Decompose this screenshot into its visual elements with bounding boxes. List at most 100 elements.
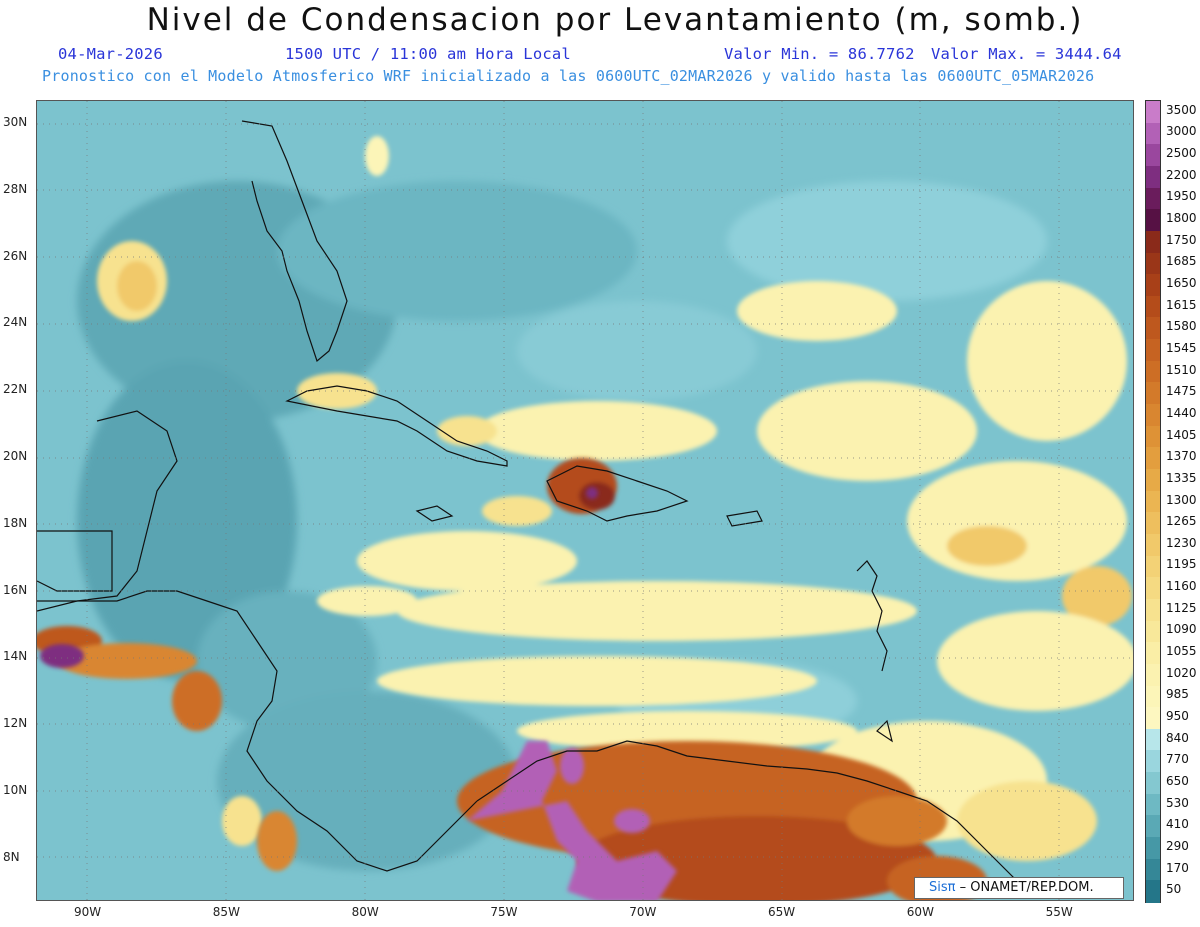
color-bar-segment <box>1146 469 1160 492</box>
lat-label: 20N <box>3 449 28 463</box>
color-bar-label: 410 <box>1166 817 1189 832</box>
lon-label: 85W <box>212 905 240 919</box>
lat-label: 22N <box>3 382 28 397</box>
color-bar-label: 1440 <box>1166 405 1197 420</box>
color-bar-segment <box>1146 360 1160 384</box>
lon-label: 75W <box>490 905 518 919</box>
color-bar-label: 1125 <box>1166 600 1197 615</box>
purple-areas <box>40 487 677 900</box>
color-bar-segment <box>1146 598 1160 622</box>
color-bar-segment <box>1146 144 1160 167</box>
lat-label: 8N <box>3 849 20 864</box>
color-bar-label: 530 <box>1166 795 1189 810</box>
color-bar-segment <box>1146 880 1160 903</box>
credit-text: – ONAMET/REP.DOM. <box>959 880 1094 895</box>
color-bar-label: 1685 <box>1166 254 1197 269</box>
lon-label: 80W <box>351 905 379 919</box>
color-bar-segment <box>1146 339 1160 362</box>
color-bar-label: 1055 <box>1166 644 1197 659</box>
color-bar-segment <box>1146 122 1160 145</box>
coastlines <box>37 120 1018 882</box>
color-bar-label: 1950 <box>1166 189 1197 204</box>
color-bar-segment <box>1146 793 1160 816</box>
color-bar-label: 1300 <box>1166 492 1197 507</box>
puerto-rico-coast <box>726 510 763 527</box>
lon-label: 60W <box>906 905 934 919</box>
color-bar-segment <box>1146 209 1160 232</box>
color-bar-segment <box>1146 295 1160 319</box>
color-bar-label: 1580 <box>1166 319 1197 334</box>
lon-label: 65W <box>768 905 796 919</box>
lat-label: 14N <box>3 649 28 664</box>
lat-label: 30N <box>3 115 28 129</box>
color-bar-label: 985 <box>1166 687 1189 702</box>
color-bar-label: 1545 <box>1166 340 1197 355</box>
color-bar-segment <box>1146 555 1160 578</box>
color-bar-segment <box>1146 728 1160 752</box>
color-bar-label: 1370 <box>1166 449 1197 464</box>
florida-coast <box>241 120 348 363</box>
color-bar-label: 1195 <box>1166 557 1197 572</box>
color-bar-label: 770 <box>1166 752 1189 767</box>
color-bar-label: 1265 <box>1166 514 1197 529</box>
lesser-antilles <box>856 560 888 672</box>
color-bar-label: 1650 <box>1166 276 1197 290</box>
color-bar-segment <box>1146 663 1160 687</box>
color-bar-label: 1615 <box>1166 297 1197 312</box>
color-bar-segment <box>1146 165 1160 189</box>
belize-border <box>37 530 113 592</box>
color-bar-label: 3000 <box>1166 124 1197 139</box>
valid-date: 04-Mar-2026 <box>58 45 163 63</box>
color-bar-segment <box>1146 404 1160 427</box>
sispi-logo: Sisπ <box>929 880 956 895</box>
yellow-areas <box>97 136 1133 861</box>
forecast-info: Pronostico con el Modelo Atmosferico WRF… <box>42 67 1095 85</box>
color-bar-segment <box>1146 815 1160 838</box>
lat-label: 28N <box>3 181 28 196</box>
lon-label: 90W <box>74 905 102 919</box>
color-bar-label: 1160 <box>1166 579 1197 594</box>
color-bar <box>1145 100 1161 903</box>
color-bar-segment <box>1146 425 1160 448</box>
color-bar-segment <box>1146 490 1160 513</box>
color-bar-label: 50 <box>1166 882 1182 897</box>
color-bar-label: 1510 <box>1166 362 1197 377</box>
color-bar-segment <box>1146 772 1160 795</box>
color-bar-label: 1405 <box>1166 427 1197 442</box>
color-bar-label: 1020 <box>1166 665 1197 680</box>
color-bar-segment <box>1146 858 1160 881</box>
color-bar-label: 1800 <box>1166 211 1197 226</box>
color-bar-segment <box>1146 577 1160 600</box>
color-bar-segment <box>1146 512 1160 535</box>
lat-label: 26N <box>3 248 28 263</box>
credit-box: Sisπ – ONAMET/REP.DOM. <box>914 877 1124 899</box>
color-bar-segment <box>1146 274 1160 297</box>
color-bar-label: 950 <box>1166 708 1189 723</box>
color-bar-label: 1090 <box>1166 622 1197 637</box>
color-bar-label: 1750 <box>1166 232 1197 247</box>
color-bar-label: 650 <box>1166 773 1189 788</box>
color-bar-label: 1335 <box>1166 470 1197 485</box>
forecast-map <box>36 100 1134 901</box>
color-bar-segment <box>1146 230 1160 254</box>
color-bar-label: 1475 <box>1166 384 1197 399</box>
lat-label: 10N <box>3 783 28 797</box>
color-bar-segment <box>1146 750 1160 773</box>
lat-label: 12N <box>3 716 28 731</box>
color-bar-segment <box>1146 685 1160 708</box>
lon-label: 70W <box>629 905 657 919</box>
color-bar-segment <box>1146 620 1160 643</box>
jamaica-coast <box>415 505 454 522</box>
map-title: Nivel de Condensacion por Levantamiento … <box>146 2 1084 38</box>
color-bar-segment <box>1146 447 1160 470</box>
color-bar-segment <box>1146 707 1160 730</box>
min-value: Valor Min. = 86.7762 <box>724 45 915 63</box>
yucatan-coast <box>37 410 178 602</box>
color-bar-label: 1230 <box>1166 535 1197 550</box>
lat-label: 16N <box>3 582 28 597</box>
color-bar-segment <box>1146 533 1160 557</box>
color-bar-segment <box>1146 382 1160 405</box>
color-bar-label: 290 <box>1166 838 1189 853</box>
valid-time: 1500 UTC / 11:00 am Hora Local <box>285 45 571 63</box>
color-bar-label: 840 <box>1166 730 1189 745</box>
